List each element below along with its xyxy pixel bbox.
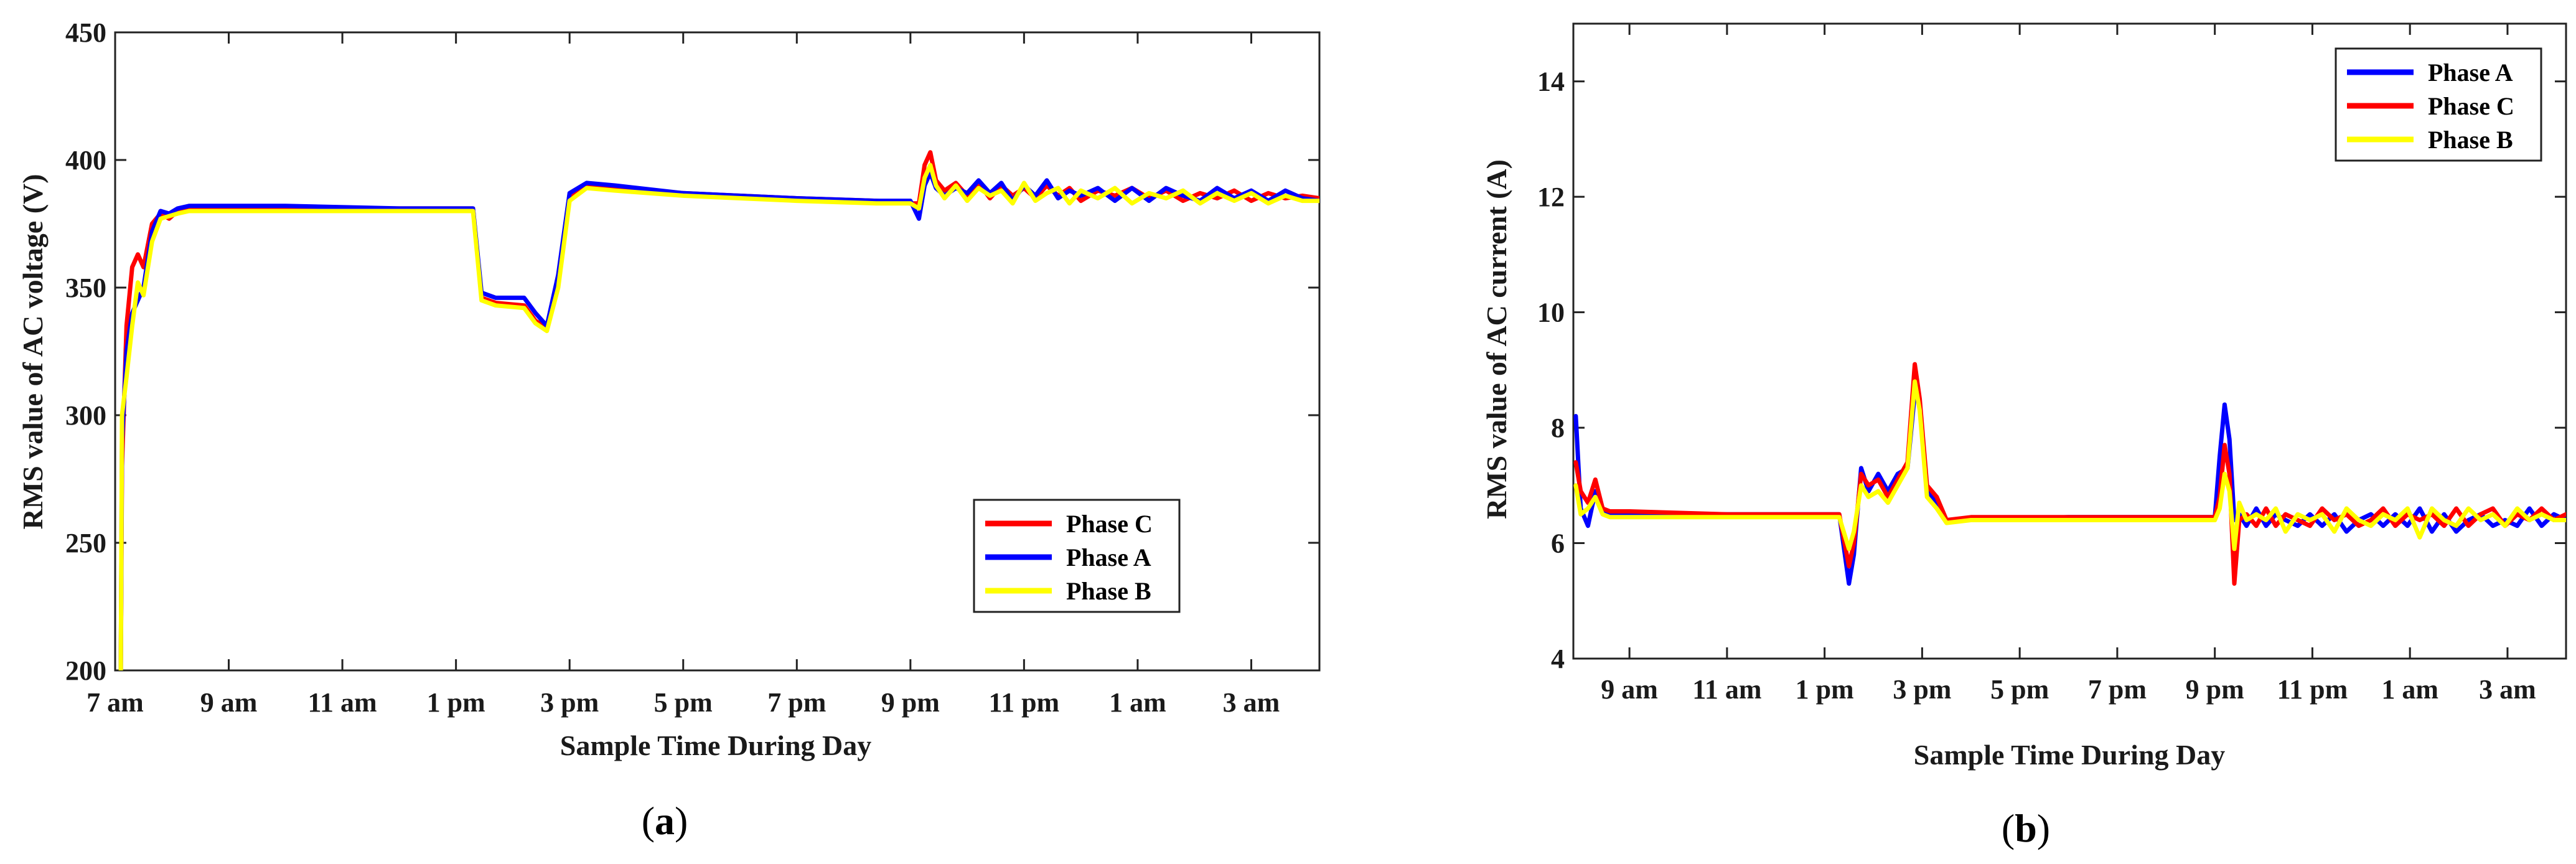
x-tick-label: 9 pm [881,687,940,718]
chart-b-legend: Phase A Phase C Phase B [2335,47,2542,162]
x-tick-label: 11 pm [989,687,1060,718]
x-tick-label: 7 pm [2088,674,2147,705]
y-tick-label: 10 [1537,298,1565,328]
legend-label: Phase C [2428,92,2514,120]
chart-b-ticks: 4 6 8 10 12 14 9 am 11 am 1 pm 3 pm 5 pm 7 pm 9 pm 11… [1537,24,2566,705]
chart-b-xlabel: Sample Time During Day [1914,739,2226,771]
legend-label: Phase C [1066,510,1153,538]
y-tick-label: 400 [65,145,106,176]
chart-a-voltage: 200 250 300 350 400 450 7 am 9 am 11 am 1 pm 3 pm 5… [17,17,1321,843]
x-tick-label: 9 pm [2186,674,2244,705]
y-tick-label: 250 [65,528,106,558]
caption-a: (a) [642,799,688,843]
y-tick-label: 14 [1537,67,1565,97]
y-tick-label: 12 [1537,182,1565,212]
x-tick-label: 1 pm [1796,674,1854,705]
chart-b-series [1573,362,2566,586]
y-tick-label: 300 [65,400,106,431]
legend-label: Phase A [2428,59,2513,87]
y-tick-label: 350 [65,273,106,303]
series-line-phase-b [1573,379,2566,552]
x-tick-label: 5 pm [654,687,713,718]
x-tick-label: 11 am [1692,674,1761,705]
x-tick-label: 5 pm [1990,674,2049,705]
chart-a-xlabel: Sample Time During Day [560,730,872,761]
legend-label: Phase B [2428,126,2513,154]
chart-a-ylabel: RMS value of AC voltage (V) [17,174,49,529]
x-tick-label: 3 pm [540,687,599,718]
legend-label: Phase A [1066,543,1151,571]
y-tick-label: 8 [1551,413,1565,443]
x-tick-label: 7 am [87,687,144,718]
chart-a-ticks: 200 250 300 350 400 450 7 am 9 am 11 am 1 pm 3 pm 5… [65,17,1319,718]
y-tick-label: 4 [1551,644,1565,674]
x-tick-label: 3 pm [1893,674,1951,705]
chart-a-legend: Phase C Phase A Phase B [973,499,1181,613]
y-tick-label: 450 [65,17,106,48]
x-tick-label: 7 pm [767,687,826,718]
x-tick-label: 3 am [2479,674,2536,705]
x-tick-label: 1 am [1109,687,1166,718]
y-tick-label: 200 [65,655,106,686]
chart-b-current: 4 6 8 10 12 14 9 am 11 am 1 pm 3 pm 5 pm 7 pm 9 pm 11… [1481,22,2567,850]
legend-label: Phase B [1066,577,1151,605]
x-tick-label: 1 pm [427,687,485,718]
chart-a-series [118,150,1319,670]
x-tick-label: 11 pm [2277,674,2348,705]
x-tick-label: 11 am [307,687,377,718]
caption-b: (b) [2002,806,2050,850]
y-tick-label: 6 [1551,528,1565,559]
x-tick-label: 3 am [1223,687,1280,718]
x-tick-label: 9 am [1601,674,1658,705]
series-line-phase-b [118,162,1319,670]
x-tick-label: 9 am [200,687,258,718]
x-tick-label: 1 am [2381,674,2438,705]
chart-b-ylabel: RMS value of AC current (A) [1481,159,1512,519]
